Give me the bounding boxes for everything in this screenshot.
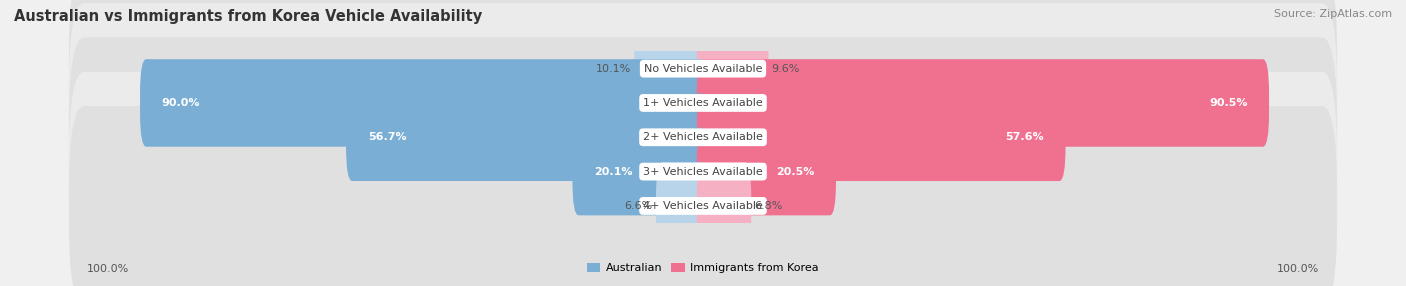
- Text: 1+ Vehicles Available: 1+ Vehicles Available: [643, 98, 763, 108]
- FancyBboxPatch shape: [69, 0, 1337, 168]
- FancyBboxPatch shape: [346, 94, 709, 181]
- FancyBboxPatch shape: [634, 25, 709, 112]
- FancyBboxPatch shape: [69, 72, 1337, 271]
- Text: 90.0%: 90.0%: [162, 98, 200, 108]
- Legend: Australian, Immigrants from Korea: Australian, Immigrants from Korea: [582, 258, 824, 278]
- Text: 100.0%: 100.0%: [87, 264, 129, 274]
- FancyBboxPatch shape: [657, 162, 709, 250]
- Text: 100.0%: 100.0%: [1277, 264, 1319, 274]
- Text: 6.6%: 6.6%: [624, 201, 652, 211]
- Text: 57.6%: 57.6%: [1005, 132, 1043, 142]
- Text: 3+ Vehicles Available: 3+ Vehicles Available: [643, 167, 763, 176]
- Text: Source: ZipAtlas.com: Source: ZipAtlas.com: [1274, 9, 1392, 19]
- Text: 2+ Vehicles Available: 2+ Vehicles Available: [643, 132, 763, 142]
- FancyBboxPatch shape: [697, 162, 751, 250]
- Text: 90.5%: 90.5%: [1209, 98, 1247, 108]
- FancyBboxPatch shape: [141, 59, 709, 147]
- Text: No Vehicles Available: No Vehicles Available: [644, 64, 762, 74]
- FancyBboxPatch shape: [572, 128, 709, 215]
- Text: 6.8%: 6.8%: [755, 201, 783, 211]
- FancyBboxPatch shape: [697, 59, 1270, 147]
- Text: 56.7%: 56.7%: [368, 132, 406, 142]
- Text: 20.1%: 20.1%: [595, 167, 633, 176]
- FancyBboxPatch shape: [697, 128, 837, 215]
- Text: 4+ Vehicles Available: 4+ Vehicles Available: [643, 201, 763, 211]
- Text: 9.6%: 9.6%: [772, 64, 800, 74]
- FancyBboxPatch shape: [697, 94, 1066, 181]
- Text: Australian vs Immigrants from Korea Vehicle Availability: Australian vs Immigrants from Korea Vehi…: [14, 9, 482, 23]
- FancyBboxPatch shape: [697, 25, 769, 112]
- FancyBboxPatch shape: [69, 106, 1337, 286]
- FancyBboxPatch shape: [69, 37, 1337, 237]
- Text: 20.5%: 20.5%: [776, 167, 814, 176]
- Text: 10.1%: 10.1%: [596, 64, 631, 74]
- FancyBboxPatch shape: [69, 3, 1337, 203]
